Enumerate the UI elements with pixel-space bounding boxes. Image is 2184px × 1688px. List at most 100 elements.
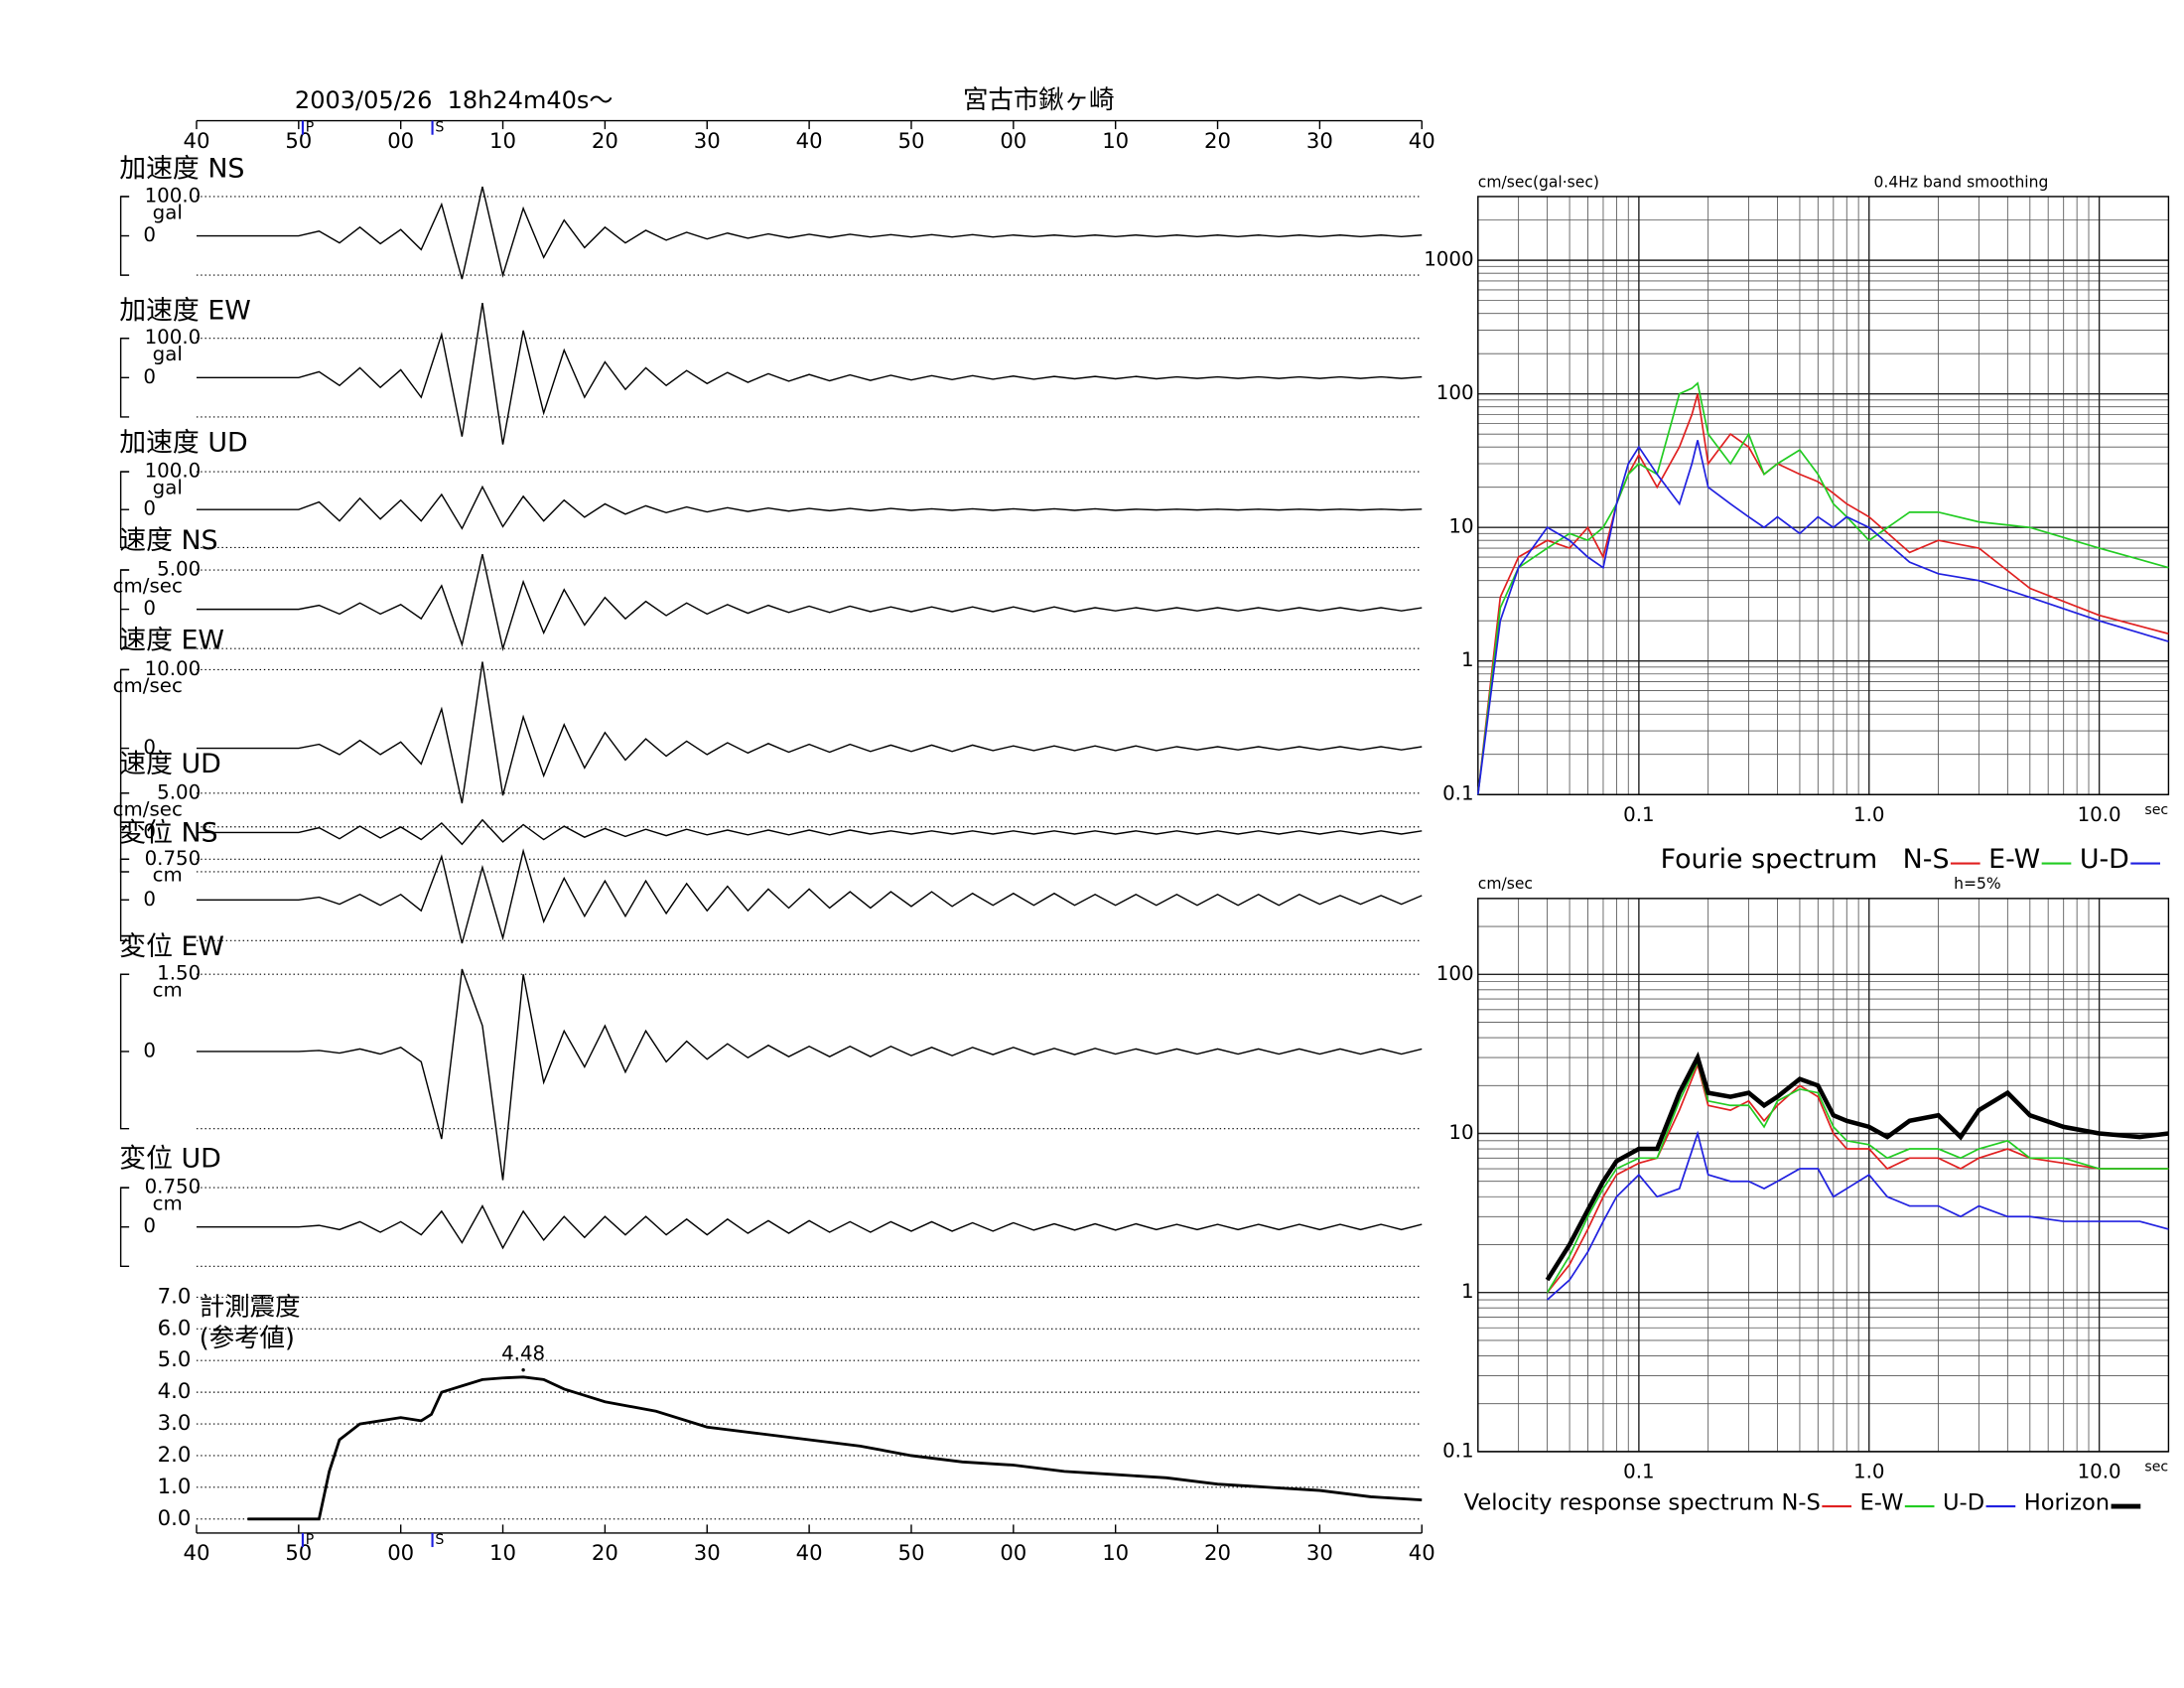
waveform	[196, 968, 1423, 1181]
phase-label: P	[306, 120, 315, 136]
time-tick-label: 00	[1000, 128, 1026, 153]
time-tick-label: 50	[285, 1540, 312, 1565]
y-tick-label: 0	[143, 736, 156, 759]
spectrum-line	[1476, 381, 2169, 795]
time-tick-label: 10	[1102, 128, 1129, 153]
time-tick-label: 50	[897, 128, 924, 153]
panel-unit: gal	[153, 477, 183, 499]
legend-label: N-S	[1903, 844, 1950, 875]
time-tick-label: 30	[694, 1540, 721, 1565]
time-tick-label: 20	[1204, 128, 1231, 153]
waveform	[196, 848, 1423, 944]
legend-label: N-S	[1781, 1490, 1820, 1516]
y-tick-label: 10.00	[145, 657, 202, 680]
spectrum-note: 0.4Hz band smoothing	[1874, 173, 2049, 191]
y-tick-label: 0.0	[158, 1505, 192, 1530]
panel-label: 変位 UD	[119, 1143, 221, 1174]
y-tick-label: 0	[143, 223, 156, 246]
panel-label: 加速度 NS	[119, 154, 244, 185]
time-tick-label: 20	[592, 128, 618, 153]
time-tick-label: 00	[387, 128, 414, 153]
y-tick-label: 1.0	[158, 1474, 192, 1498]
x-tick-label: 0.1	[1623, 803, 1654, 826]
intensity-line	[247, 1375, 1423, 1521]
phase-label: S	[435, 1532, 444, 1548]
y-tick-label: 6.0	[158, 1315, 192, 1339]
y-tick-label: 2.0	[158, 1442, 192, 1467]
y-tick-label: 1000	[1424, 248, 1473, 271]
y-tick-label: 1.50	[157, 962, 201, 985]
x-axis-unit: sec	[2144, 1459, 2168, 1475]
y-tick-label: 0	[143, 497, 156, 520]
x-axis-unit: sec	[2144, 802, 2168, 818]
legend-title: Velocity response spectrum	[1464, 1490, 1775, 1516]
time-tick-label: 30	[1306, 1540, 1333, 1565]
plot-frame	[1477, 898, 2170, 1453]
spectrum-line	[1546, 1061, 2169, 1294]
time-tick-label: 50	[897, 1540, 924, 1565]
panel-label: 加速度 UD	[119, 427, 247, 458]
time-tick-label: 10	[489, 128, 516, 153]
y-axis-unit: cm/sec	[1478, 875, 1533, 893]
panel-label: 速度 EW	[119, 626, 224, 656]
panel-unit: cm	[153, 864, 183, 887]
y-tick-label: 100.0	[145, 326, 202, 349]
time-tick-label: 00	[387, 1540, 414, 1565]
panel-label: 速度 NS	[119, 525, 217, 556]
intensity-title: 計測震度	[200, 1292, 301, 1322]
panel-label: 加速度 EW	[119, 295, 251, 326]
time-tick-label: 30	[694, 128, 721, 153]
waveform	[196, 485, 1423, 530]
y-tick-label: 0	[143, 1214, 156, 1237]
y-tick-label: 10	[1448, 1121, 1473, 1144]
waveform	[196, 302, 1423, 445]
y-tick-label: 1	[1461, 648, 1474, 671]
panel-unit: cm	[153, 1193, 183, 1215]
time-tick-label: 40	[796, 128, 823, 153]
y-tick-label: 100	[1436, 962, 1474, 985]
time-tick-label: 40	[796, 1540, 823, 1565]
legend-label: E-W	[1860, 1490, 1904, 1516]
spectrum-note: h=5%	[1954, 875, 2001, 893]
time-tick-label: 30	[1306, 128, 1333, 153]
spectrum-line	[1547, 1130, 2169, 1301]
time-tick-label: 20	[592, 1540, 618, 1565]
y-tick-label: 0	[143, 365, 156, 388]
y-axis-unit: cm/sec(gal·sec)	[1478, 173, 1599, 191]
time-tick-label: 10	[1102, 1540, 1129, 1565]
waveform	[196, 186, 1423, 280]
y-tick-label: 5.0	[158, 1346, 192, 1371]
panel-unit: gal	[153, 343, 183, 365]
y-tick-label: 100.0	[145, 184, 202, 207]
x-tick-label: 10.0	[2078, 803, 2121, 826]
y-tick-label: 0	[143, 1039, 156, 1061]
y-tick-label: 4.0	[158, 1378, 192, 1403]
legend-label: U-D	[2080, 844, 2129, 875]
y-tick-label: 0.750	[145, 847, 202, 870]
spectrum-line	[1545, 1052, 2169, 1282]
y-tick-label: 5.00	[157, 780, 201, 803]
time-tick-label: 40	[183, 128, 209, 153]
legend-label: U-D	[1943, 1490, 1984, 1516]
spectrum-line	[1546, 1059, 2169, 1294]
panel-label: 速度 UD	[119, 749, 221, 779]
phase-label: S	[435, 120, 444, 136]
y-tick-label: 0.1	[1442, 1439, 1473, 1462]
panel-unit: cm/sec	[113, 674, 183, 697]
y-tick-label: 100	[1436, 381, 1474, 404]
time-tick-label: 40	[183, 1540, 209, 1565]
y-tick-label: 0	[143, 820, 156, 843]
record-time: 2003/05/26 18h24m40s〜	[295, 86, 614, 114]
time-tick-label: 20	[1204, 1540, 1231, 1565]
station-name: 宮古市鍬ヶ崎	[963, 84, 1115, 114]
time-tick-label: 40	[1409, 128, 1435, 153]
x-tick-label: 1.0	[1853, 803, 1884, 826]
panel-unit: cm/sec	[113, 797, 183, 820]
spectrum-line	[1476, 393, 2169, 795]
legend-label: E-W	[1988, 844, 2040, 875]
phase-label: P	[306, 1532, 315, 1548]
time-tick-label: 10	[489, 1540, 516, 1565]
x-tick-label: 0.1	[1623, 1461, 1654, 1483]
